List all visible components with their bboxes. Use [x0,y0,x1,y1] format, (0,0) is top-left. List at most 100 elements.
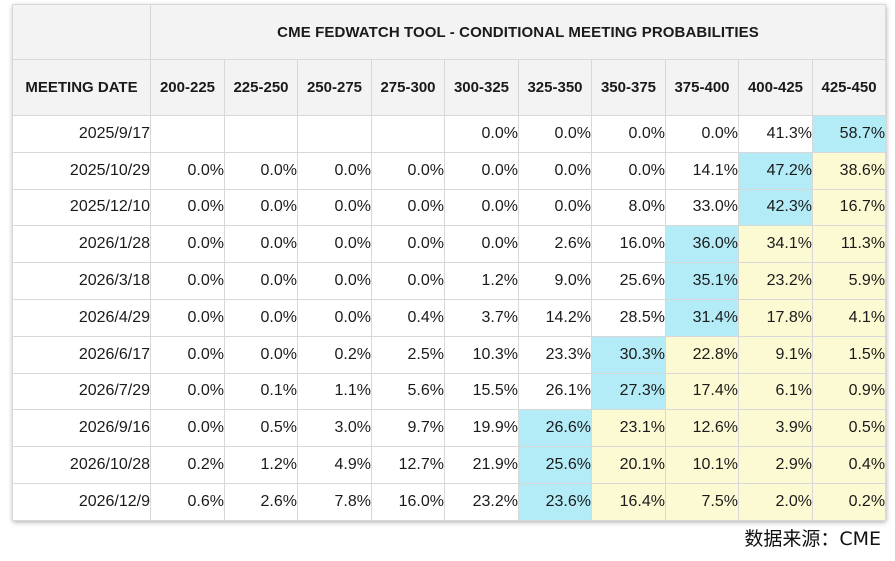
meeting-date: 2025/9/17 [12,115,151,153]
meeting-date: 2026/1/28 [12,225,151,264]
probability-cell: 16.7% [811,188,887,227]
probability-cell: 0.0% [371,262,445,300]
probability-cell: 0.0% [371,188,445,227]
probability-cell: 0.0% [518,151,592,190]
probability-cell: 30.3% [591,335,666,374]
probability-cell [297,115,372,153]
probability-cell: 0.0% [444,225,519,264]
probability-cell: 0.0% [150,409,225,448]
probability-cell: 12.6% [665,409,739,448]
probability-cell: 0.0% [150,372,225,411]
column-header: 275-300 [371,59,445,116]
meeting-date: 2025/10/29 [12,151,151,190]
probability-cell: 15.5% [444,372,519,411]
probability-cell: 31.4% [665,298,739,337]
column-header: 200-225 [150,59,225,116]
probability-cell: 0.0% [371,151,445,190]
probability-cell: 1.2% [224,446,298,484]
meeting-date: 2026/9/16 [12,409,151,448]
table-row: 2026/12/9 0.6% 2.6% 7.8% 16.0% 23.2% 23.6% 16.4… [12,482,887,521]
probability-cell: 0.1% [224,372,298,411]
table-title: CME FEDWATCH TOOL - CONDITIONAL MEETING … [149,4,887,60]
probability-cell: 0.0% [371,225,445,264]
probability-cell: 0.0% [224,262,298,300]
probability-cell: 4.9% [297,446,372,484]
probability-cell: 0.0% [150,298,225,337]
meeting-date: 2025/12/10 [12,188,151,227]
meeting-date: 2026/3/18 [12,262,151,300]
probability-cell: 22.8% [665,335,739,374]
probability-cell: 0.0% [297,188,372,227]
probability-cell: 9.0% [518,262,592,300]
probability-cell: 0.9% [811,372,887,411]
probability-cell [371,115,445,153]
probability-cell: 23.2% [444,482,519,521]
fedwatch-table: CME FEDWATCH TOOL - CONDITIONAL MEETING … [12,4,887,521]
probability-cell: 38.6% [811,151,887,190]
probability-cell: 2.6% [518,225,592,264]
probability-cell: 0.0% [518,188,592,227]
probability-cell: 0.5% [811,409,887,448]
table-row: 2026/9/16 0.0% 0.5% 3.0% 9.7% 19.9% 26.6% 23.1%… [12,409,887,448]
probability-cell: 5.6% [371,372,445,411]
probability-cell: 19.9% [444,409,519,448]
probability-cell: 5.9% [811,262,887,300]
probability-cell: 9.1% [738,335,813,374]
probability-cell: 0.0% [224,225,298,264]
probability-cell: 0.0% [444,188,519,227]
probability-cell: 26.1% [518,372,592,411]
probability-cell [224,115,298,153]
probability-cell: 58.7% [811,115,887,153]
probability-cell: 26.6% [518,409,592,448]
probability-cell: 8.0% [591,188,666,227]
probability-cell: 4.1% [811,298,887,337]
probability-cell: 36.0% [665,225,739,264]
probability-cell: 3.9% [738,409,813,448]
table-row: 2025/9/17 0.0% 0.0% 0.0% 0.0% 41.3% 58.7% [12,115,887,153]
probability-cell: 23.3% [518,335,592,374]
probability-cell: 0.0% [150,262,225,300]
probability-cell: 2.9% [738,446,813,484]
probability-cell: 0.0% [297,225,372,264]
probability-cell: 0.0% [150,335,225,374]
probability-cell: 0.0% [224,151,298,190]
probability-cell: 0.0% [444,151,519,190]
probability-cell: 0.0% [150,188,225,227]
probability-cell: 16.4% [591,482,666,521]
probability-cell: 47.2% [738,151,813,190]
probability-cell: 41.3% [738,115,813,153]
probability-cell: 0.4% [371,298,445,337]
table-row: 2026/3/18 0.0% 0.0% 0.0% 0.0% 1.2% 9.0% 25.6% 35… [12,262,887,300]
fedwatch-table-card: CME FEDWATCH TOOL - CONDITIONAL MEETING … [12,4,887,521]
probability-cell: 12.7% [371,446,445,484]
corner-cell [12,4,151,60]
probability-cell: 11.3% [811,225,887,264]
meeting-date: 2026/7/29 [12,372,151,411]
probability-cell: 3.7% [444,298,519,337]
column-header: 350-375 [591,59,666,116]
probability-cell: 0.0% [150,225,225,264]
meeting-date: 2026/6/17 [12,335,151,374]
table-row: 2026/10/28 0.2% 1.2% 4.9% 12.7% 21.9% 25.6% 20.… [12,446,887,484]
meeting-date: 2026/10/28 [12,446,151,484]
probability-cell: 0.2% [811,482,887,521]
meeting-date-header: MEETING DATE [12,59,151,116]
probability-cell: 2.5% [371,335,445,374]
table-row: 2025/10/29 0.0% 0.0% 0.0% 0.0% 0.0% 0.0% 0.0% 14… [12,151,887,190]
probability-cell: 28.5% [591,298,666,337]
probability-cell: 10.1% [665,446,739,484]
column-header: 300-325 [444,59,519,116]
probability-cell: 0.0% [518,115,592,153]
column-header: 250-275 [297,59,372,116]
column-header: 325-350 [518,59,592,116]
probability-cell: 1.5% [811,335,887,374]
probability-cell: 34.1% [738,225,813,264]
probability-cell: 0.0% [224,188,298,227]
probability-cell: 10.3% [444,335,519,374]
probability-cell: 2.6% [224,482,298,521]
probability-cell: 21.9% [444,446,519,484]
probability-cell: 0.0% [297,262,372,300]
probability-cell: 0.5% [224,409,298,448]
probability-cell: 0.0% [665,115,739,153]
probability-cell [150,115,225,153]
